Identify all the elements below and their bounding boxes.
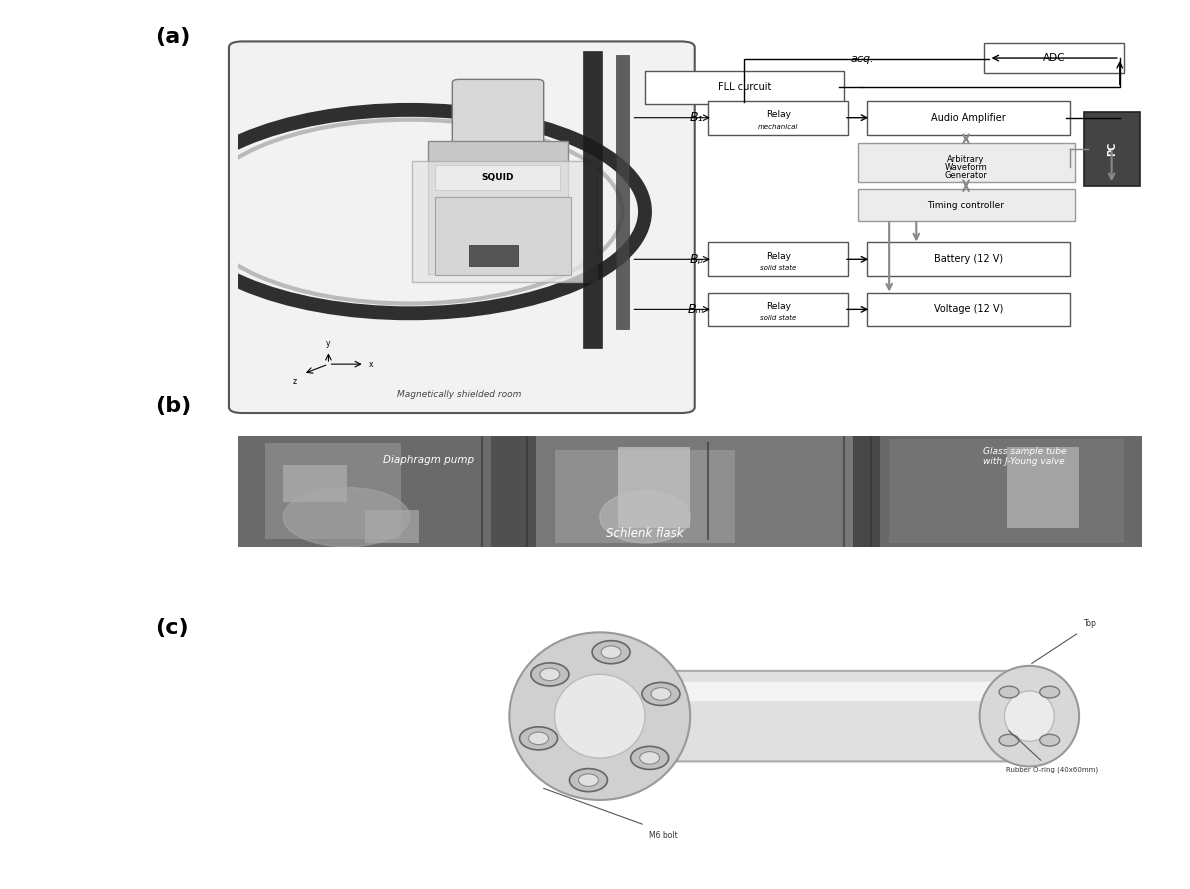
Ellipse shape (593, 641, 630, 664)
FancyBboxPatch shape (452, 79, 544, 152)
Text: (b): (b) (155, 396, 190, 415)
FancyBboxPatch shape (858, 189, 1075, 221)
Text: Diaphragm pump: Diaphragm pump (383, 454, 474, 465)
Text: Arbitrary: Arbitrary (947, 156, 985, 164)
Ellipse shape (641, 683, 679, 706)
FancyBboxPatch shape (593, 671, 1041, 761)
Text: Top: Top (1084, 619, 1096, 629)
Ellipse shape (640, 751, 659, 765)
FancyBboxPatch shape (436, 164, 560, 190)
FancyBboxPatch shape (984, 44, 1125, 73)
FancyBboxPatch shape (1084, 112, 1140, 186)
FancyBboxPatch shape (228, 42, 695, 413)
Ellipse shape (979, 666, 1079, 766)
Text: (a): (a) (155, 27, 190, 46)
Ellipse shape (631, 747, 669, 770)
Bar (881, 436, 1142, 547)
Text: acq.: acq. (850, 54, 873, 64)
Ellipse shape (1040, 734, 1059, 746)
Ellipse shape (283, 487, 409, 547)
FancyBboxPatch shape (436, 196, 571, 275)
FancyBboxPatch shape (858, 143, 1075, 182)
Bar (618, 446, 690, 528)
FancyBboxPatch shape (469, 244, 519, 267)
Text: Bₘ: Bₘ (688, 303, 703, 316)
Ellipse shape (651, 688, 671, 701)
FancyBboxPatch shape (428, 141, 568, 274)
Ellipse shape (601, 646, 621, 659)
Ellipse shape (1000, 734, 1019, 746)
Text: M6 bolt: M6 bolt (649, 831, 677, 840)
Text: FLL curcuit: FLL curcuit (718, 83, 771, 92)
Bar (491, 436, 537, 547)
Text: Voltage (12 V): Voltage (12 V) (934, 304, 1003, 315)
Ellipse shape (570, 769, 607, 791)
Bar (555, 451, 735, 543)
Bar (853, 436, 881, 547)
FancyBboxPatch shape (866, 292, 1070, 326)
Ellipse shape (1004, 691, 1054, 741)
Text: Bₚ: Bₚ (690, 252, 703, 266)
FancyBboxPatch shape (583, 52, 602, 348)
FancyBboxPatch shape (708, 100, 848, 134)
FancyBboxPatch shape (708, 292, 848, 326)
FancyBboxPatch shape (866, 100, 1070, 134)
Text: Relay: Relay (766, 110, 791, 119)
Text: solid state: solid state (760, 265, 796, 271)
Text: B₁: B₁ (690, 111, 703, 124)
Text: solid state: solid state (760, 316, 796, 321)
Text: x: x (369, 360, 374, 369)
Text: Relay: Relay (766, 252, 791, 261)
Text: y: y (326, 340, 331, 348)
Ellipse shape (1000, 686, 1019, 698)
FancyBboxPatch shape (614, 682, 1020, 701)
Text: SQUID: SQUID (481, 172, 514, 181)
Ellipse shape (528, 732, 549, 745)
Ellipse shape (1040, 686, 1059, 698)
Bar (889, 439, 1125, 543)
Ellipse shape (520, 727, 558, 750)
Text: Battery (12 V): Battery (12 V) (934, 254, 1003, 264)
Text: Timing controller: Timing controller (927, 201, 1004, 210)
Bar (283, 465, 346, 502)
Ellipse shape (555, 674, 645, 758)
Ellipse shape (509, 632, 690, 800)
Text: Rubber O-ring (40x60mm): Rubber O-ring (40x60mm) (1006, 766, 1098, 773)
Bar (265, 443, 401, 540)
Ellipse shape (540, 669, 559, 681)
Bar (537, 436, 853, 547)
FancyBboxPatch shape (708, 243, 848, 276)
Text: Relay: Relay (766, 302, 791, 311)
Text: Glass sample tube
with J-Young valve: Glass sample tube with J-Young valve (983, 446, 1066, 466)
Ellipse shape (578, 773, 599, 787)
Ellipse shape (600, 491, 690, 543)
Bar (238, 436, 491, 547)
Text: mechanical: mechanical (758, 124, 798, 130)
Ellipse shape (531, 663, 569, 686)
Text: ADC: ADC (1042, 53, 1065, 63)
FancyBboxPatch shape (412, 161, 597, 282)
Text: (c): (c) (155, 618, 188, 637)
Text: PC: PC (1107, 142, 1116, 156)
FancyBboxPatch shape (645, 71, 844, 104)
FancyBboxPatch shape (866, 243, 1070, 276)
Text: Audio Amplifier: Audio Amplifier (931, 113, 1006, 123)
Text: Magnetically shielded room: Magnetically shielded room (397, 390, 521, 399)
FancyBboxPatch shape (616, 55, 628, 329)
Bar (364, 509, 419, 543)
Text: Generator: Generator (945, 171, 988, 180)
Text: z: z (293, 377, 296, 386)
Text: Waveform: Waveform (945, 164, 988, 172)
Text: Schlenk flask: Schlenk flask (606, 527, 684, 541)
Bar (1007, 446, 1079, 528)
